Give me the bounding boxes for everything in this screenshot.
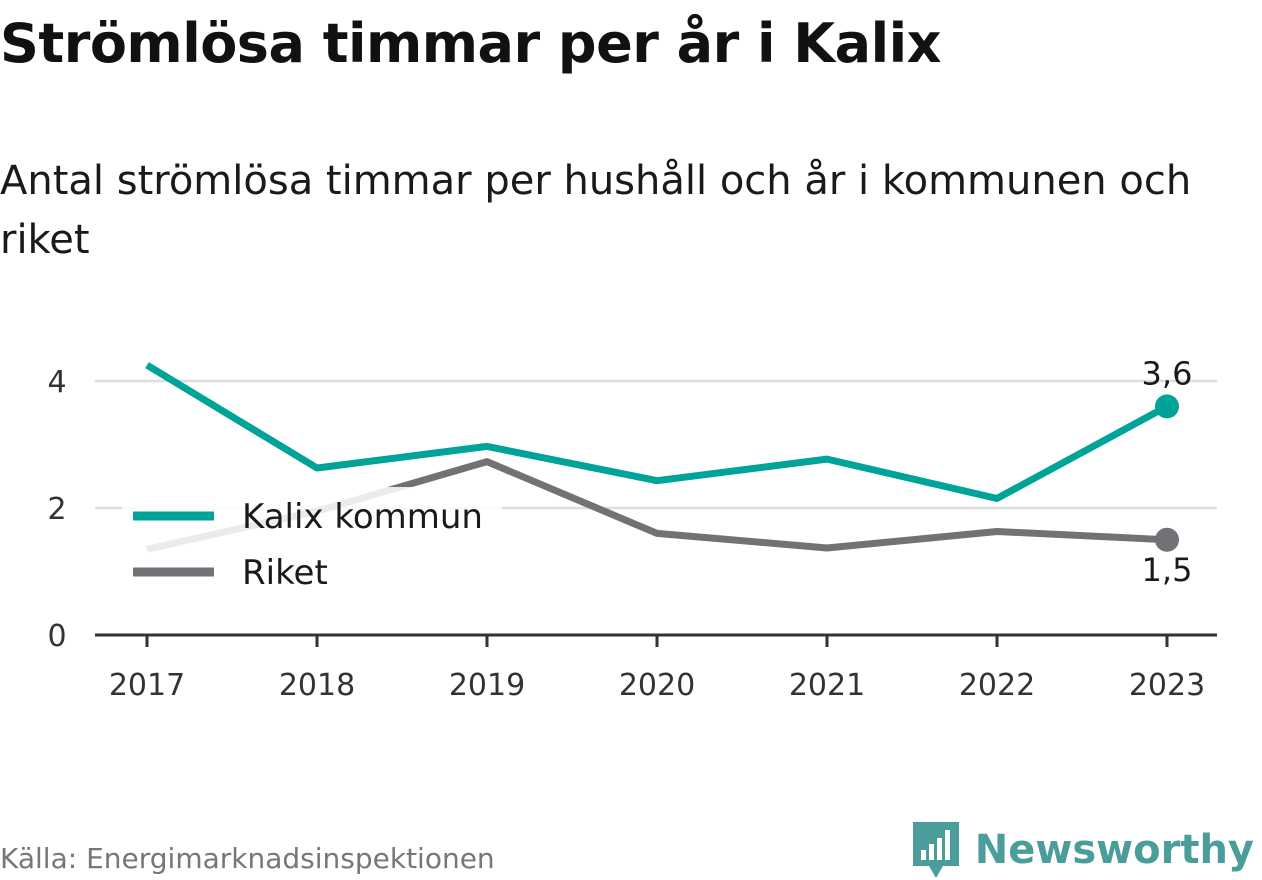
x-tick-label: 2017 (109, 668, 185, 703)
legend-label: Kalix kommun (242, 497, 483, 537)
y-tick-label: 0 (47, 619, 66, 654)
newsworthy-logo: Newsworthy (911, 820, 1254, 880)
end-labels: 3,6 1,5 (1142, 354, 1193, 588)
legend-label: Riket (242, 553, 328, 593)
end-label-riket: 1,5 (1142, 551, 1193, 589)
x-tick-label: 2021 (789, 668, 865, 703)
y-tick-label: 4 (47, 365, 66, 400)
x-tick-label: 2019 (449, 668, 525, 703)
x-axis: 2017 2018 2019 2020 2021 2022 2023 (95, 633, 1217, 703)
end-point (1155, 394, 1179, 419)
x-tick-label: 2020 (619, 668, 695, 703)
y-axis-ticks: 0 2 4 (47, 365, 66, 654)
end-label-kalix: 3,6 (1142, 354, 1193, 392)
legend: Kalix kommun Riket (122, 487, 502, 599)
x-tick-label: 2023 (1129, 668, 1205, 703)
chart-title: Strömlösa timmar per år i Kalix (0, 12, 941, 75)
y-tick-label: 2 (47, 492, 66, 527)
legend-background (122, 487, 502, 599)
bar-chart-bubble-icon (912, 822, 959, 878)
end-point (1155, 527, 1179, 552)
x-tick-label: 2022 (959, 668, 1035, 703)
chart-subtitle: Antal strömlösa timmar per hushåll och å… (0, 158, 1192, 263)
series-line-kalix (145, 362, 1169, 502)
source-note: Källa: Energimarknadsinspektionen (0, 842, 495, 875)
x-tick-label: 2018 (279, 668, 355, 703)
brand-name: Newsworthy (974, 827, 1254, 873)
